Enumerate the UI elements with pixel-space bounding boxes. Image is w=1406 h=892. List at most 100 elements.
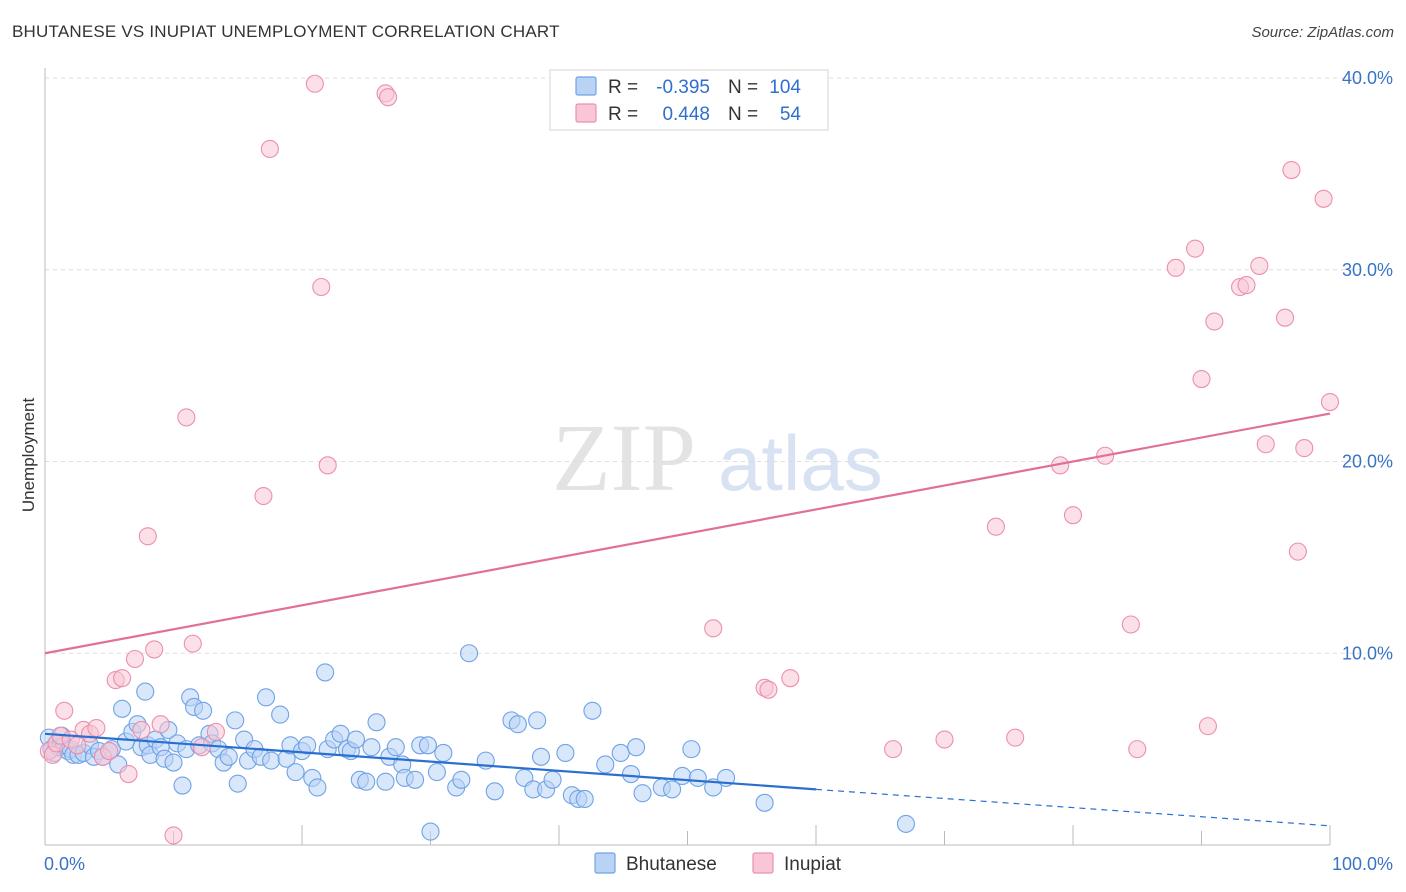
bhutanese-point-71 (376, 772, 395, 791)
bhutanese-point-33 (173, 776, 192, 795)
bhutanese-point-112 (596, 755, 615, 774)
bhutanese-point-44 (226, 711, 245, 730)
inupiat-point-53 (1256, 435, 1275, 454)
inupiat-point-29 (318, 456, 337, 475)
bhutanese-point-90 (528, 711, 547, 730)
legend-swatch-bhutanese (575, 76, 597, 96)
bhutanese-point-45 (228, 774, 247, 793)
bhutanese-point-101 (633, 784, 652, 803)
bhutanese-point-83 (459, 644, 479, 663)
inupiat-point-14 (119, 765, 138, 784)
bhutanese-point-38 (194, 701, 213, 720)
bottom-legend-label-bhutanese: Bhutanese (626, 854, 717, 875)
trend-line-inupiat (44, 412, 1331, 655)
inupiat-point-28 (312, 277, 331, 297)
bhutanese-point-52 (271, 705, 290, 724)
inupiat-point-43 (1121, 615, 1140, 634)
legend-swatch-inupiat (575, 103, 597, 123)
inupiat-point-11 (100, 741, 119, 761)
legend-r-label-bhutanese: R = (608, 77, 638, 98)
inupiat-point-16 (132, 720, 151, 740)
bhutanese-point-105 (682, 740, 701, 759)
bhutanese-point-63 (331, 724, 350, 743)
inupiat-point-32 (704, 619, 723, 638)
bhutanese-point-113 (627, 738, 646, 757)
legend-n-value-bhutanese: 104 (769, 77, 801, 98)
legend-n-value-inupiat: 54 (780, 104, 802, 125)
inupiat-point-41 (1063, 506, 1083, 525)
bhutanese-point-93 (543, 770, 562, 789)
bhutanese-point-110 (896, 814, 916, 833)
inupiat-point-26 (260, 139, 279, 158)
inupiat-point-38 (986, 517, 1005, 536)
y-tick-label-3: 40.0% (1342, 68, 1393, 88)
x-tick-label-0: 0.0% (44, 854, 85, 874)
inupiat-point-57 (1295, 439, 1314, 458)
bhutanese-point-50 (256, 688, 276, 707)
inupiat-point-15 (125, 649, 144, 669)
bhutanese-point-106 (688, 768, 707, 787)
inupiat-point-49 (1205, 312, 1224, 331)
bottom-legend-swatch-inupiat (752, 852, 774, 874)
axes (44, 68, 1331, 846)
bhutanese-point-51 (262, 751, 281, 770)
inupiat-point-19 (151, 715, 170, 734)
trend-extension-bhutanese (815, 788, 1331, 827)
bhutanese-point-109 (755, 793, 774, 812)
inupiat-point-52 (1250, 256, 1269, 275)
inupiat-point-55 (1282, 160, 1301, 180)
inupiat-point-31 (379, 88, 398, 107)
y-tick-label-2: 30.0% (1342, 260, 1393, 280)
bhutanese-point-66 (346, 730, 366, 749)
legend-r-value-inupiat: 0.448 (662, 104, 710, 125)
bhutanese-point-78 (418, 736, 437, 755)
bhutanese-point-98 (583, 701, 602, 720)
y-axis-label: Unemployment (19, 398, 38, 513)
bhutanese-point-60 (316, 663, 335, 682)
bhutanese-point-87 (508, 715, 527, 734)
bottom-legend-label-inupiat: Inupiat (784, 854, 842, 875)
bhutanese-point-55 (286, 763, 305, 782)
trend-layer (44, 412, 1331, 827)
inupiat-point-21 (177, 408, 196, 427)
bhutanese-point-73 (386, 738, 405, 757)
bhutanese-point-80 (434, 743, 453, 763)
inupiat-point-35 (781, 669, 800, 688)
inupiat-point-25 (254, 486, 273, 506)
inupiat-point-44 (1128, 740, 1147, 759)
inupiat-point-34 (759, 680, 778, 699)
inupiat-point-17 (138, 527, 157, 546)
inupiat-point-39 (1006, 728, 1025, 747)
bhutanese-point-43 (219, 747, 238, 766)
bottom-legend: Bhutanese Inupiat (594, 852, 842, 875)
inupiat-point-54 (1275, 308, 1295, 327)
bhutanese-point-59 (308, 778, 327, 797)
watermark-atlas: atlas (718, 419, 883, 507)
tick-labels: 10.0% 20.0% 30.0% 40.0% 0.0% 100.0% (44, 68, 1393, 874)
bhutanese-point-104 (673, 766, 692, 786)
series-inupiat (39, 74, 1340, 845)
inupiat-point-51 (1237, 276, 1256, 295)
bhutanese-point-69 (362, 738, 381, 757)
bhutanese-point-76 (406, 770, 425, 789)
bhutanese-point-85 (485, 782, 504, 801)
inupiat-point-59 (1320, 393, 1340, 412)
legend: R = -0.395 N = 104 R = 0.448 N = 54 (549, 69, 829, 131)
inupiat-point-4 (55, 701, 74, 720)
inupiat-point-56 (1288, 542, 1307, 561)
bhutanese-point-91 (531, 747, 551, 766)
inupiat-point-23 (192, 738, 211, 757)
inupiat-point-27 (305, 74, 324, 93)
gridlines (45, 77, 1366, 654)
bottom-legend-swatch-bhutanese (594, 852, 616, 874)
chart-title: BHUTANESE VS INUPIAT UNEMPLOYMENT CORREL… (12, 22, 560, 41)
y-tick-label-0: 10.0% (1342, 643, 1393, 663)
bhutanese-point-100 (621, 765, 641, 784)
bhutanese-point-82 (452, 770, 471, 789)
legend-r-value-bhutanese: -0.395 (656, 77, 710, 98)
inupiat-point-37 (935, 730, 954, 749)
bhutanese-point-70 (367, 713, 386, 732)
legend-n-label-inupiat: N = (728, 104, 758, 125)
watermark-zip: ZIP (552, 404, 696, 511)
